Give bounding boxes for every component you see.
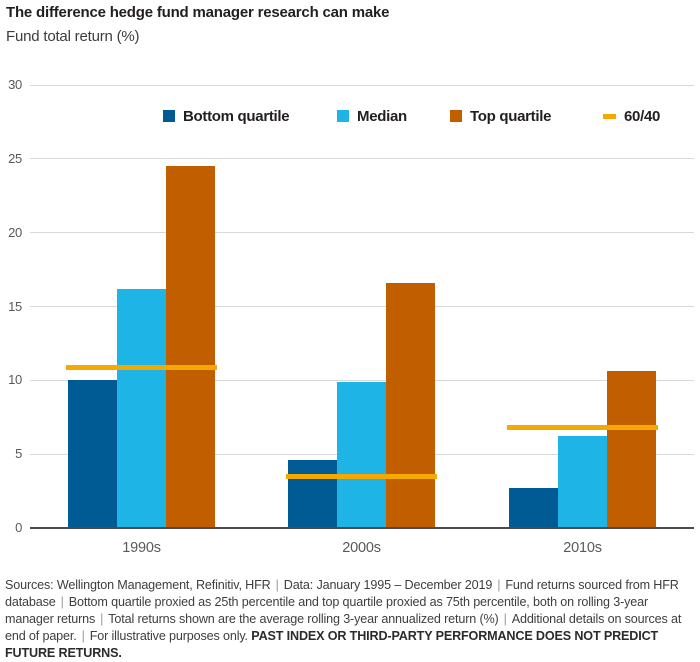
footnote-segment: Additional details on sources at end of … [5,612,682,643]
gridline-30 [30,84,694,86]
bar-median-1990s [117,288,166,528]
gridline-25 [30,158,694,160]
overlay-line-60-40-2010s [507,425,658,431]
legend-label-median: Median [357,107,407,125]
bar-top-quartile-2000s [386,282,435,528]
legend-swatch-icon-bottom-quartile [163,110,175,122]
source-footnote: Sources: Wellington Management, Refiniti… [5,577,696,662]
y-tick-label-5: 5 [15,446,22,462]
bar-bottom-quartile-1990s [68,380,117,528]
y-tick-label-20: 20 [8,224,22,240]
x-axis-label-2000s: 2000s [342,540,381,556]
footnote-separator: | [275,578,279,592]
chart-legend: Bottom quartile Median Top quartile 60/40 [0,106,700,126]
bar-bottom-quartile-2000s [288,460,337,528]
bar-bottom-quartile-2010s [509,488,558,528]
x-axis-baseline [30,527,694,529]
y-tick-label-30: 30 [8,77,22,92]
bar-group-2000s [288,85,435,528]
legend-swatch-icon-median [337,110,349,122]
bar-median-2000s [337,381,386,528]
footnote-segment: Fund returns sourced from HFR database [5,578,679,609]
bar-median-2010s [558,436,607,528]
footnote-segment: Data: January 1995 – December 2019 [283,578,493,592]
footnote-separator: | [60,595,64,609]
bar-group-1990s [68,85,215,528]
footnote-segment: Total returns shown are the average roll… [108,612,499,626]
bar-top-quartile-1990s [166,166,215,528]
footnote-separator: | [497,578,501,592]
gridline-10 [30,379,694,381]
footnote-segment: For illustrative purposes only. [89,629,248,643]
plot-area [30,84,694,529]
gridline-15 [30,306,694,307]
legend-item-bottom-quartile: Bottom quartile [163,106,290,126]
footnote-separator: | [81,629,85,643]
footnote-separator: | [503,612,507,626]
legend-swatch-icon-60-40 [603,113,616,119]
gridline-20 [30,232,694,234]
legend-label-bottom-quartile: Bottom quartile [183,107,290,125]
footnote-segment: Sources: Wellington Management, Refiniti… [5,578,271,592]
x-axis-label-2010s: 2010s [563,540,602,556]
footnote-separator: | [100,612,104,626]
footnote-segment: Bottom quartile proxied as 25th percenti… [5,595,649,626]
footnote-disclaimer-bold: PAST INDEX OR THIRD-PARTY PERFORMANCE DO… [5,629,659,660]
overlay-line-60-40-1990s [66,364,217,370]
legend-item-median: Median [337,106,407,126]
x-axis-label-1990s: 1990s [122,540,161,556]
overlay-line-60-40-2000s [286,473,437,479]
legend-label-60-40: 60/40 [624,107,661,125]
y-tick-label-25: 25 [8,150,22,166]
y-tick-label-0: 0 [15,520,22,535]
legend-item-top-quartile: Top quartile [450,106,551,126]
bar-group-2010s [509,85,656,528]
y-tick-label-10: 10 [8,372,22,388]
y-tick-label-15: 15 [8,298,22,314]
legend-item-60-40: 60/40 [603,106,660,126]
bar-top-quartile-2010s [607,371,656,528]
chart-title: The difference hedge fund manager resear… [6,4,390,21]
chart-subtitle: Fund total return (%) [6,28,140,45]
legend-label-top-quartile: Top quartile [470,107,552,125]
legend-swatch-icon-top-quartile [450,110,462,122]
